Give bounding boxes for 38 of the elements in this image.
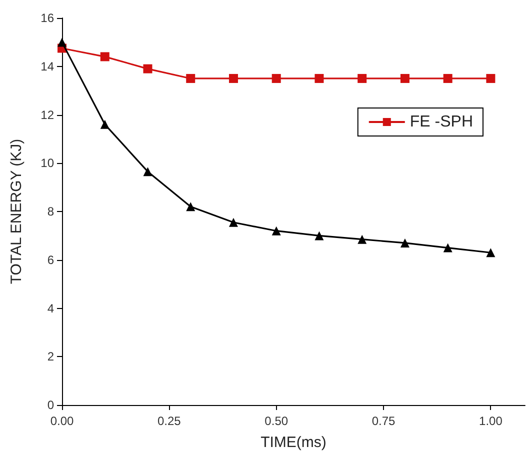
y-tick-label: 16 xyxy=(40,11,54,25)
point xyxy=(314,231,324,240)
point xyxy=(400,238,410,248)
x-tick-label: 0.75 xyxy=(372,414,396,428)
x-tick-label: 1.00 xyxy=(479,414,503,428)
point xyxy=(486,248,496,258)
point xyxy=(314,74,324,83)
x-tick-label: 0.25 xyxy=(157,414,182,428)
y-tick-label: 6 xyxy=(47,252,54,267)
point xyxy=(143,64,152,74)
point xyxy=(443,243,452,252)
point xyxy=(228,218,238,227)
point xyxy=(186,202,196,212)
point xyxy=(143,167,152,176)
point xyxy=(228,74,238,83)
y-tick-label: 14 xyxy=(40,59,54,74)
point xyxy=(186,74,196,83)
legend-label: FE -SPH xyxy=(410,114,474,130)
x-tick-label: 0.50 xyxy=(264,414,288,428)
x-axis-title: TIME(ms) xyxy=(260,434,326,451)
point xyxy=(272,74,281,83)
point xyxy=(400,74,410,83)
y-tick-label: 0 xyxy=(47,398,54,412)
point xyxy=(486,74,496,83)
point xyxy=(100,52,110,62)
x-tick-label: 0.00 xyxy=(50,414,74,428)
point xyxy=(358,234,367,244)
y-tick-label: 8 xyxy=(47,204,54,218)
point xyxy=(272,226,281,236)
point xyxy=(100,120,110,129)
point xyxy=(58,38,66,47)
y-tick-label: 4 xyxy=(47,301,54,316)
y-tick-label: 2 xyxy=(47,350,54,364)
y-axis-title: TOTAL ENERGY (KJ) xyxy=(8,138,25,284)
y-tick-label: 12 xyxy=(40,108,54,122)
point xyxy=(443,74,452,83)
y-tick-label: 10 xyxy=(40,156,54,170)
point xyxy=(358,74,367,83)
